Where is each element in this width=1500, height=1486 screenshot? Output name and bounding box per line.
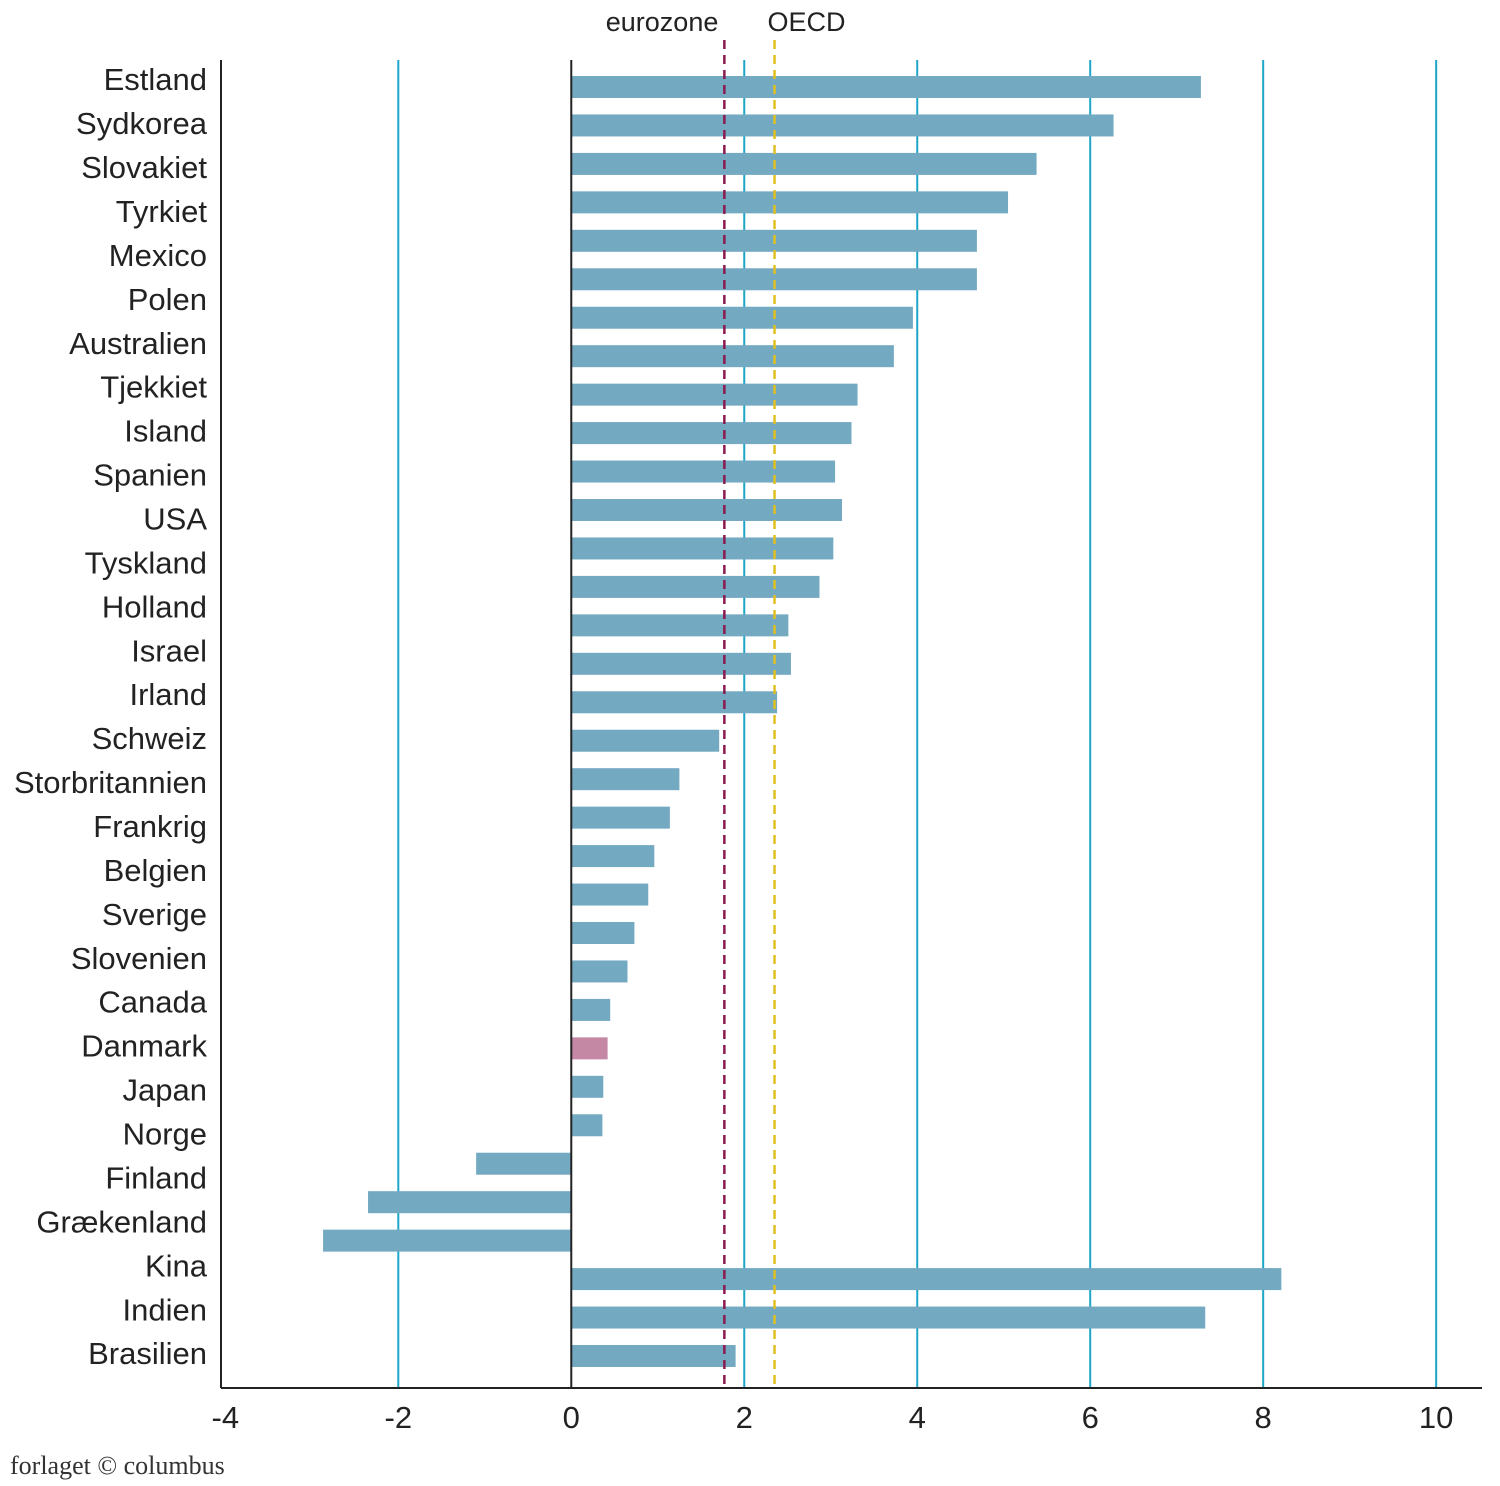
bar [571,883,649,906]
bar [571,191,1009,214]
x-tick-label: -2 [385,1400,413,1435]
bar [571,460,836,483]
bar [571,1306,1206,1329]
y-tick-label: Australien [69,326,207,361]
footer: forlaget © columbus [10,1451,225,1480]
bar [571,1268,1282,1291]
bar [571,152,1037,175]
y-tick-label: Tyrkiet [116,194,208,229]
y-tick-label: Slovenien [71,941,207,976]
x-tick-label: -4 [212,1400,240,1435]
bar [571,998,611,1021]
x-tick-label: 2 [736,1400,753,1435]
x-tick-label: 4 [909,1400,926,1435]
y-tick-label: Grækenland [36,1204,207,1239]
bar [571,306,913,329]
bar [571,691,778,714]
bar [571,575,820,598]
y-tick-label: Norge [123,1117,207,1152]
y-tick-label: Kina [145,1248,208,1283]
bar [571,1037,608,1060]
reference-label: eurozone [606,7,719,37]
bar [571,1345,736,1367]
y-tick-label: USA [143,501,207,536]
bar [368,1191,572,1214]
x-tick-label: 6 [1082,1400,1099,1435]
y-tick-label: Schweiz [92,721,207,756]
x-tick-label: 10 [1419,1400,1453,1435]
y-tick-label: Frankrig [93,809,207,844]
bar [571,422,852,445]
bar [571,499,842,521]
bar [571,537,834,560]
bar [571,729,720,752]
y-tick-label: Spanien [93,458,207,493]
y-tick-label: Japan [123,1073,207,1108]
y-tick-label: Slovakiet [81,150,207,185]
y-tick-label: Storbritannien [14,765,207,800]
y-tick-label: Danmark [81,1029,207,1064]
bar [476,1152,572,1175]
y-tick-label: Israel [131,633,207,668]
bar [571,960,628,983]
y-tick-label: Holland [102,589,207,624]
y-tick-label: Tyskland [85,545,207,580]
y-tick-label: Brasilien [88,1336,207,1371]
y-tick-label: Polen [128,282,207,317]
y-tick-label: Estland [104,62,207,97]
y-tick-label: Indien [123,1292,207,1327]
y-tick-label: Irland [129,677,207,712]
y-tick-label: Sverige [102,897,207,932]
bar [571,1114,603,1137]
bar [571,768,680,791]
y-tick-label: Canada [98,985,207,1020]
x-tick-label: 0 [563,1400,580,1435]
y-tick-label: Sydkorea [76,106,208,141]
bar [571,652,791,675]
bar [571,76,1201,98]
bar [571,114,1114,137]
bar [571,614,789,637]
bar [323,1229,572,1252]
y-tick-label: Finland [105,1160,207,1195]
bar [571,268,977,291]
reference-label: OECD [768,7,846,37]
y-tick-label: Tjekkiet [100,370,207,405]
bar [571,383,858,406]
bar [571,1075,604,1098]
y-tick-label: Island [124,414,207,449]
y-tick-label: Mexico [109,238,207,273]
bar [571,806,670,829]
bar [571,922,635,944]
bar [571,345,894,368]
bar [571,845,655,868]
x-tick-label: 8 [1255,1400,1272,1435]
y-tick-label: Belgien [104,853,207,888]
